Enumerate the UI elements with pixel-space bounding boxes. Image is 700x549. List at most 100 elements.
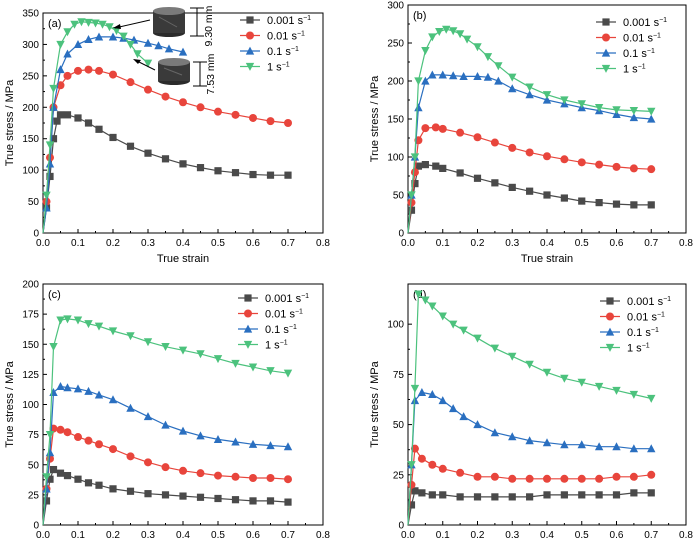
- data-point: [126, 78, 135, 87]
- data-point: [84, 119, 93, 127]
- data-point: [578, 491, 586, 499]
- data-point: [414, 77, 423, 86]
- data-point: [56, 316, 65, 325]
- y-tick-label: 350: [22, 9, 39, 20]
- legend-entry: 0.01 s−1: [240, 31, 305, 43]
- data-point: [108, 327, 118, 336]
- x-tick-label: 0.0: [36, 238, 50, 249]
- data-point: [53, 117, 61, 125]
- data-point: [42, 484, 51, 493]
- data-point: [612, 200, 621, 208]
- data-point: [543, 191, 551, 199]
- x-tick-label: 0.1: [71, 530, 85, 541]
- legend-entry: 1 s−1: [240, 62, 290, 74]
- y-tick-label: 250: [22, 71, 39, 82]
- legend-entry: 0.001 s−1: [238, 293, 309, 305]
- data-point: [283, 369, 293, 378]
- data-point: [448, 27, 458, 36]
- data-point: [577, 100, 586, 109]
- data-point: [612, 491, 621, 499]
- data-point: [647, 444, 656, 453]
- legend-label: 0.1 s−1: [623, 48, 655, 60]
- data-point: [95, 66, 103, 75]
- data-point: [56, 469, 65, 477]
- data-point: [525, 148, 534, 157]
- legend-marker: [605, 343, 615, 352]
- data-point: [161, 420, 170, 429]
- legend-label: 0.01 s−1: [627, 312, 665, 324]
- legend-marker: [601, 64, 611, 73]
- y-tick-label: 100: [22, 400, 39, 411]
- data-point: [629, 113, 639, 122]
- data-point: [56, 382, 65, 391]
- data-point: [178, 426, 188, 435]
- data-point: [108, 395, 118, 404]
- x-tick-label: 0.8: [679, 530, 693, 541]
- data-point: [231, 472, 240, 481]
- data-point: [542, 438, 552, 447]
- annotation-arrowhead: [113, 24, 121, 29]
- data-point: [45, 448, 55, 457]
- data-point: [74, 66, 82, 75]
- data-point: [508, 474, 517, 483]
- data-point: [213, 435, 223, 444]
- panel-b: 0.0 0.1 0.2 0.3 0.4 0.5 0.6 0.7 0.8 0 50 100 150 200 2…: [369, 1, 693, 266]
- dimension-label-before: 9.30 mm: [203, 5, 215, 46]
- data-point: [560, 474, 569, 483]
- data-point: [431, 123, 440, 132]
- series-0_001: [42, 111, 292, 234]
- data-point: [266, 474, 275, 483]
- legend-entry: 1 s−1: [596, 64, 646, 76]
- x-tick-label: 0.5: [575, 530, 589, 541]
- data-point: [63, 428, 72, 437]
- data-point: [154, 41, 163, 50]
- y-axis-title: True stress / MPa: [4, 360, 16, 447]
- data-point: [473, 472, 482, 481]
- legend-superscript: −1: [647, 48, 655, 55]
- data-point: [421, 161, 429, 169]
- y-tick-label: 50: [28, 197, 40, 208]
- data-point: [46, 475, 54, 483]
- data-point: [109, 70, 117, 79]
- x-tick-label: 0.1: [436, 238, 450, 249]
- data-point: [179, 98, 187, 107]
- data-point: [421, 296, 430, 305]
- y-axis-title: True stress / MPa: [4, 79, 16, 166]
- data-point: [46, 172, 54, 181]
- legend-superscript: −1: [297, 31, 305, 38]
- x-tick-label: 0.2: [471, 530, 485, 541]
- legend-marker: [244, 309, 252, 318]
- x-tick-label: 0.8: [316, 238, 330, 249]
- data-point: [560, 194, 568, 202]
- data-point: [407, 501, 416, 509]
- data-point: [525, 474, 534, 483]
- specimen-before-top: [153, 7, 185, 15]
- data-point: [421, 76, 430, 85]
- data-point: [248, 439, 258, 448]
- data-point: [94, 390, 104, 399]
- data-point: [49, 343, 58, 352]
- x-tick-label: 0.4: [176, 238, 190, 249]
- data-point: [213, 355, 223, 364]
- series-1: [407, 25, 656, 234]
- data-point: [508, 493, 516, 501]
- data-point: [84, 18, 93, 27]
- data-point: [94, 322, 104, 331]
- x-tick-label: 0.8: [679, 238, 693, 249]
- data-point: [196, 350, 205, 359]
- x-tick-label: 0.6: [610, 530, 624, 541]
- legend-label: 0.01 s−1: [623, 33, 661, 45]
- x-tick-label: 0.6: [610, 238, 624, 249]
- legend-label: 1 s−1: [265, 340, 288, 352]
- y-tick-label: 150: [22, 134, 39, 145]
- data-point: [428, 390, 437, 399]
- legend-marker: [246, 31, 254, 40]
- data-point: [109, 485, 117, 493]
- data-point: [455, 30, 465, 39]
- legend-marker: [246, 16, 254, 24]
- x-tick-label: 0.3: [505, 238, 519, 249]
- y-tick-label: 100: [22, 166, 39, 177]
- data-point: [491, 493, 499, 501]
- x-tick-label: 0.4: [540, 238, 554, 249]
